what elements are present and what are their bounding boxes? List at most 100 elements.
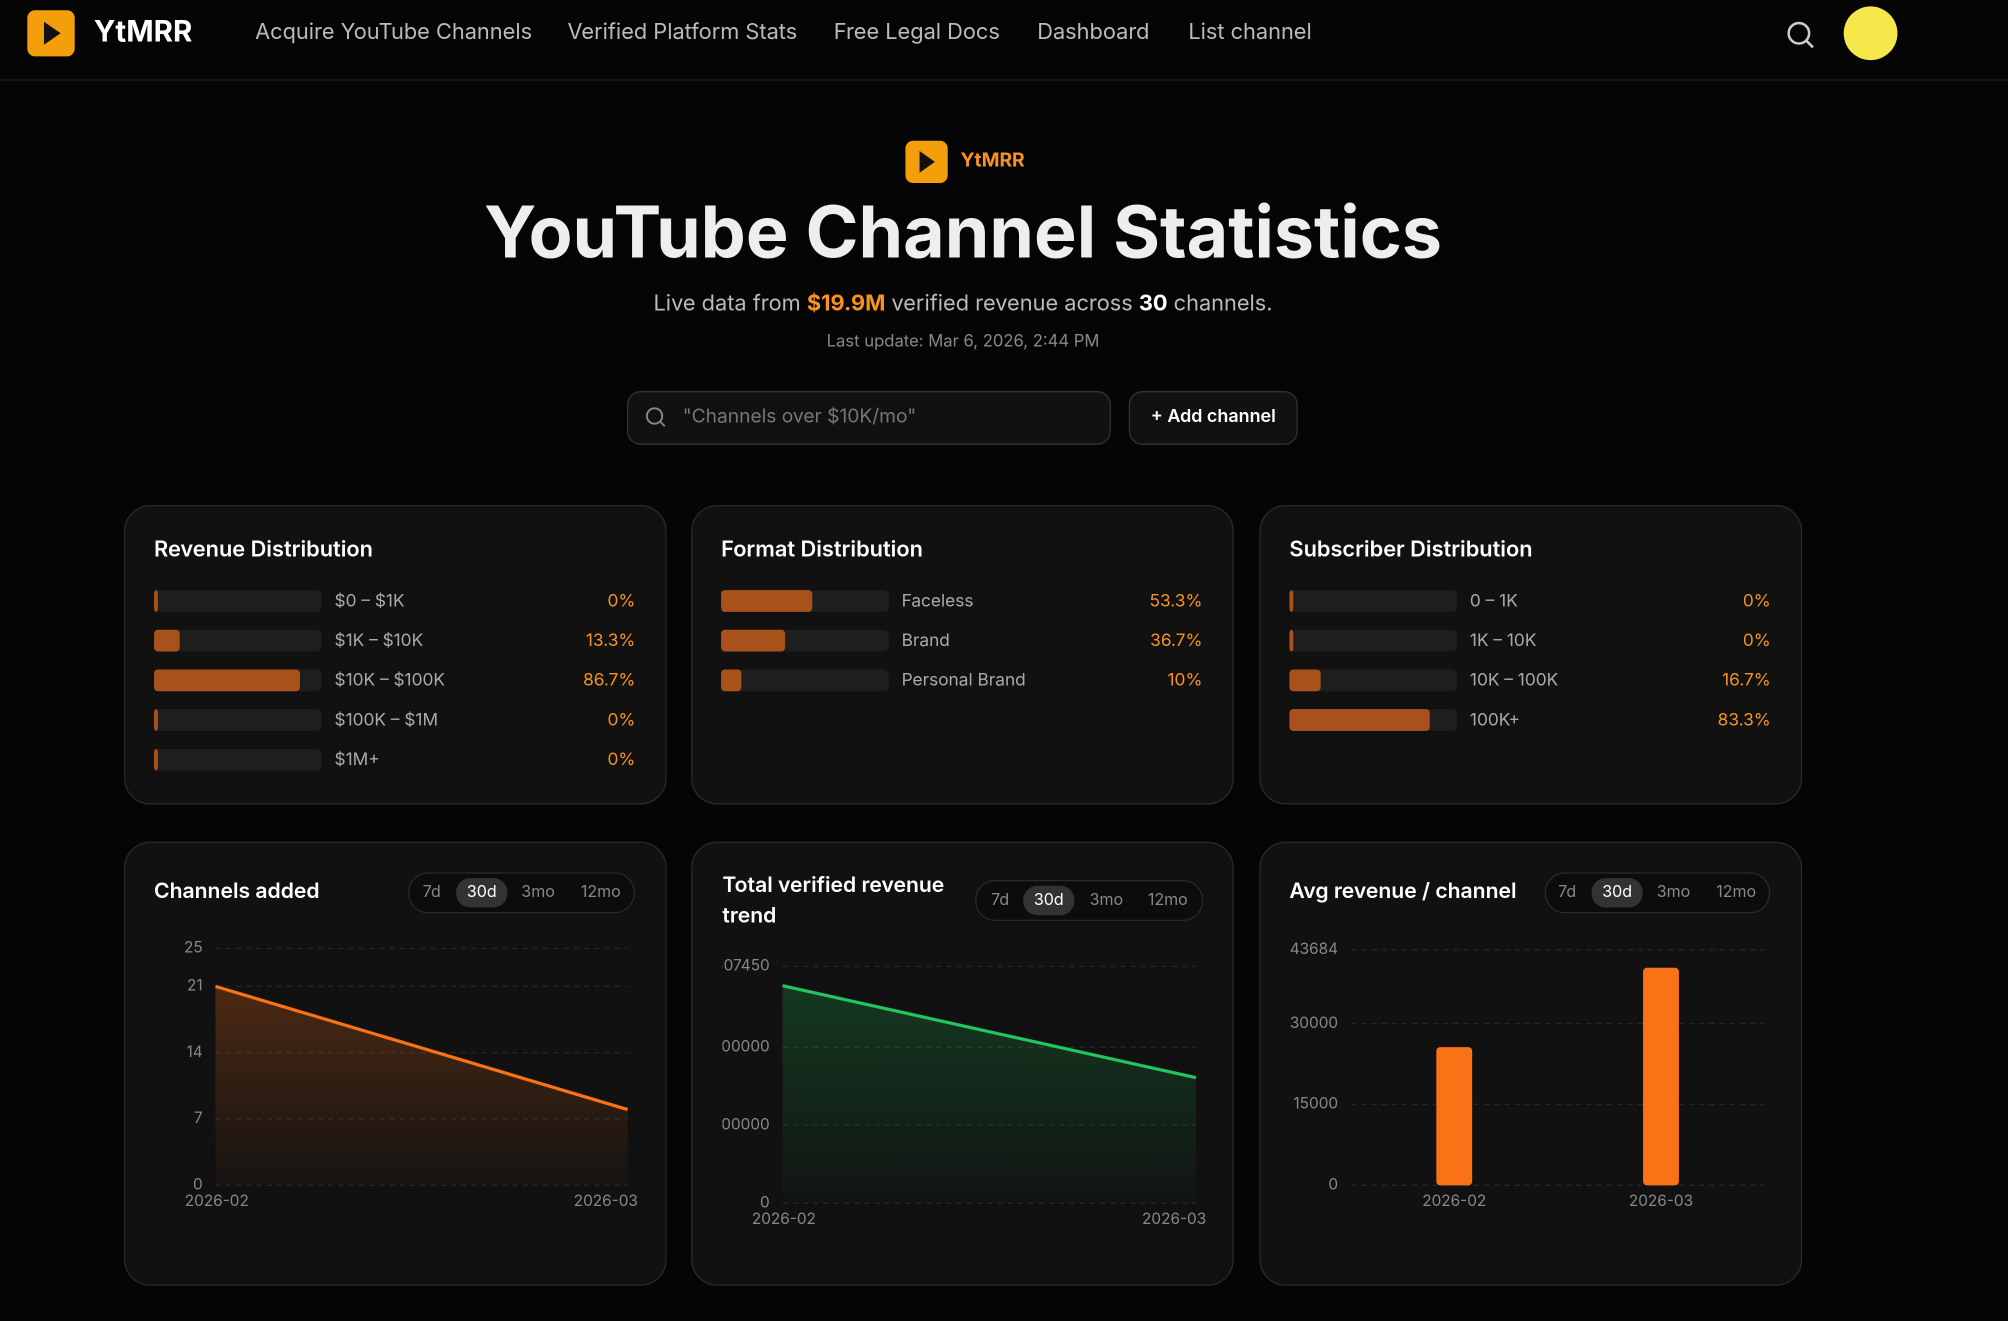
tab[interactable]: 12mo xyxy=(1148,889,1188,909)
add-channel-button[interactable] xyxy=(1128,391,1298,445)
row-value: 83.3% xyxy=(1718,709,1771,730)
y-tick-label: 0 xyxy=(1328,1175,1338,1194)
input-icon-handle xyxy=(658,420,666,427)
row-label: $1M+ xyxy=(335,749,380,770)
hero-title: YouTube Channel Statistics xyxy=(484,190,1442,276)
bar xyxy=(154,669,300,692)
tab[interactable]: 30d xyxy=(1034,889,1064,909)
y-tick-label: 7 xyxy=(194,1108,203,1127)
tab-active xyxy=(1023,885,1075,916)
x-tick-label: 2026-02 xyxy=(1422,1191,1486,1210)
bar xyxy=(1289,709,1430,731)
tab[interactable]: 7d xyxy=(423,881,441,901)
nav-link[interactable]: Acquire YouTube Channels xyxy=(255,19,532,45)
card-title: Format Distribution xyxy=(721,536,923,562)
bar-track xyxy=(1289,629,1458,652)
search-icon[interactable] xyxy=(1787,21,1811,45)
y-tick-label: 200000 xyxy=(712,1114,770,1133)
tab[interactable]: 12mo xyxy=(1716,881,1756,901)
y-tick-label: 15000 xyxy=(1293,1094,1338,1113)
row-label: 1K – 10K xyxy=(1470,630,1537,651)
row-value: 36.7% xyxy=(1150,630,1202,651)
x-tick-label: 2026-02 xyxy=(752,1209,816,1228)
tab[interactable]: 30d xyxy=(1602,881,1632,901)
tab[interactable]: 7d xyxy=(991,889,1009,909)
row-label: Faceless xyxy=(902,590,974,611)
bar xyxy=(154,709,158,731)
add-channel-label: + Add channel xyxy=(1151,406,1276,427)
bar xyxy=(721,669,742,692)
bar xyxy=(154,590,158,612)
y-tick-label: 30000 xyxy=(1290,1013,1338,1032)
row-value: 10% xyxy=(1168,670,1203,691)
bar-track xyxy=(154,629,322,652)
hero-logo-play xyxy=(919,151,935,173)
chart-title: Avg revenue / channel xyxy=(1289,879,1516,904)
logo-text[interactable]: YtMRR xyxy=(94,13,192,49)
hero-brand: YtMRR xyxy=(960,148,1025,172)
bar-track xyxy=(1289,669,1458,692)
nav-link[interactable]: Free Legal Docs xyxy=(834,19,1000,45)
search-icon-handle xyxy=(1805,40,1814,49)
card-title: Subscriber Distribution xyxy=(1289,536,1532,562)
nav-link[interactable]: List channel xyxy=(1188,19,1311,45)
card-title: Revenue Distribution xyxy=(154,536,373,562)
subtitle-part: verified revenue across xyxy=(885,291,1138,317)
row-value: 0% xyxy=(607,749,635,770)
bar xyxy=(721,590,813,612)
row-value: 16.7% xyxy=(1722,670,1771,691)
hero-subtitle: Live data from $19.9M verified revenue a… xyxy=(654,291,1273,317)
x-tick-label: 2026-03 xyxy=(1629,1191,1693,1210)
nav-link[interactable]: Dashboard xyxy=(1037,19,1149,45)
row-value: 53.3% xyxy=(1149,590,1202,611)
line xyxy=(215,984,629,1112)
subtitle-part: 30 xyxy=(1139,291,1168,317)
logo-play xyxy=(43,21,61,45)
bar xyxy=(1289,669,1321,692)
last-update: Last update: Mar 6, 2026, 2:44 PM xyxy=(827,331,1100,351)
x-tick-label: 2026-03 xyxy=(1142,1209,1206,1228)
input-icon xyxy=(645,407,664,425)
tab[interactable]: 3mo xyxy=(1090,889,1124,909)
bar-track xyxy=(154,709,322,731)
bar xyxy=(154,629,180,652)
y-tick-label: 607450 xyxy=(714,956,770,975)
y-tick-label: 43684 xyxy=(1290,939,1338,958)
y-tick-label: 0 xyxy=(760,1192,770,1211)
bar xyxy=(1436,1047,1473,1186)
bar-track xyxy=(154,590,322,612)
row-label: 0 – 1K xyxy=(1470,590,1518,611)
tab[interactable]: 30d xyxy=(467,881,497,901)
search-placeholder: "Channels over $10K/mo" xyxy=(683,404,916,428)
tab[interactable]: 12mo xyxy=(581,881,621,901)
y-tick-label: 14 xyxy=(187,1042,203,1061)
avatar[interactable] xyxy=(1843,6,1898,61)
tab[interactable]: 7d xyxy=(1558,881,1576,901)
nav-link[interactable]: Verified Platform Stats xyxy=(568,19,798,45)
row-value: 0% xyxy=(607,709,635,730)
search-input[interactable] xyxy=(627,391,1111,445)
tab[interactable]: 3mo xyxy=(1657,881,1691,901)
row-label: $100K – $1M xyxy=(335,709,439,730)
subtitle-part: Live data from xyxy=(654,291,807,317)
row-label: $1K – $10K xyxy=(335,630,424,651)
x-tick-label: 2026-03 xyxy=(574,1191,638,1210)
tab-active xyxy=(456,878,508,908)
bar xyxy=(1289,590,1294,612)
y-tick-label: 0 xyxy=(193,1175,203,1194)
x-tick-label: 2026-02 xyxy=(185,1191,249,1210)
bar xyxy=(721,629,786,652)
row-value: 13.3% xyxy=(586,630,635,651)
row-label: 100K+ xyxy=(1470,709,1520,730)
chart-title: Channels added xyxy=(154,879,319,904)
row-label: $0 – $1K xyxy=(335,590,405,611)
bar xyxy=(1643,967,1679,1186)
tab[interactable]: 3mo xyxy=(521,881,555,901)
row-value: 0% xyxy=(607,590,635,611)
row-label: Personal Brand xyxy=(902,670,1026,691)
row-label: Brand xyxy=(902,630,950,651)
subtitle-part: $19.9M xyxy=(807,291,885,317)
bar xyxy=(154,748,158,771)
